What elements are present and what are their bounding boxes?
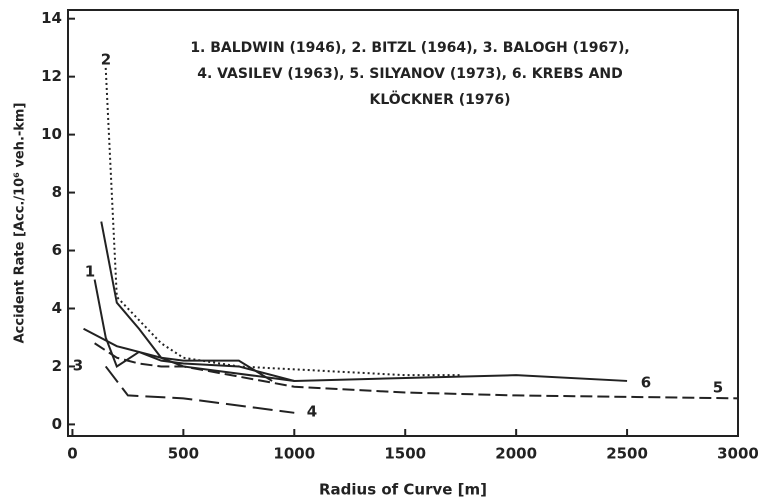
y-axis-label: Accident Rate [Acc./10⁶ veh.-km] [13, 103, 28, 344]
y-tick-label: 4 [52, 299, 62, 317]
annotation-line: 1. BALDWIN (1946), 2. BITZL (1964), 3. B… [190, 40, 629, 56]
y-tick-label: 14 [41, 9, 62, 27]
x-axis-label: Radius of Curve [m] [319, 481, 487, 499]
series-label: 5 [713, 379, 723, 397]
series-label: 3 [73, 357, 83, 375]
x-tick-label: 3000 [717, 445, 758, 463]
annotation-line: KLÖCKNER (1976) [370, 90, 511, 108]
line-series [94, 342, 739, 400]
annotation-line: 4. VASILEV (1963), 5. SILYANOV (1973), 6… [197, 66, 623, 82]
x-tick-label: 1000 [273, 445, 315, 463]
y-tick-label: 2 [52, 357, 62, 375]
y-tick-label: 10 [41, 125, 62, 143]
series-label: 1 [85, 263, 95, 281]
line-series [104, 365, 295, 414]
x-tick-label: 0 [67, 445, 77, 463]
series-label: 4 [307, 403, 317, 421]
series-label: 6 [641, 374, 651, 392]
series-label: 2 [101, 51, 111, 69]
x-tick-label: 2000 [495, 445, 537, 463]
x-tick-label: 1500 [384, 445, 426, 463]
y-tick-label: 6 [52, 241, 62, 259]
line-series [93, 279, 295, 382]
line-series [104, 67, 461, 377]
y-tick-label: 8 [52, 183, 62, 201]
x-tick-label: 2500 [606, 445, 648, 463]
line-series [100, 221, 628, 382]
x-tick-label: 500 [168, 445, 199, 463]
y-tick-label: 0 [52, 415, 62, 433]
y-tick-label: 12 [41, 67, 62, 85]
plot-frame [67, 9, 739, 437]
